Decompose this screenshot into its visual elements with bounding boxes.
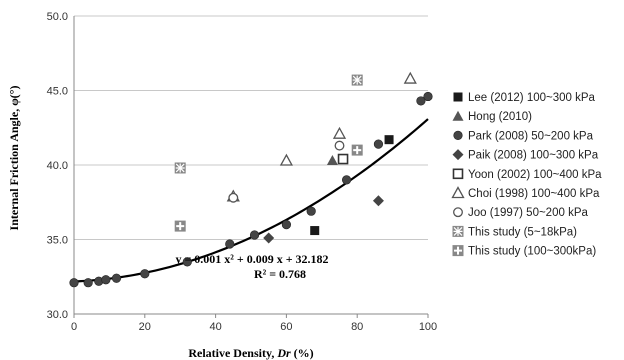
legend-label-3: Park (2008) 50~200 kPa [468,130,594,142]
data-point-series-4 [263,232,275,244]
legend: Lee (2012) 100~300 kPa Hong (2010) Park (2… [451,92,602,258]
x-axis-title-suffix: (%) [291,346,314,360]
x-tick-label: 80 [351,321,363,333]
legend-label-5: Yoon (2002) 100~400 kPa [468,169,602,181]
legend-marker-8 [452,225,464,237]
data-point-series-8 [351,74,363,86]
data-point-series-3 [182,257,192,267]
r2-label: R² = 0.768 [254,267,306,281]
data-point-series-7 [228,192,239,203]
data-point-series-3 [423,91,433,102]
data-point-series-3 [101,275,111,285]
data-point-series-3 [281,220,292,230]
legend-label-7: Joo (1997) 50~200 kPa [468,207,588,219]
legend-marker-9 [452,245,464,257]
data-point-series-4 [372,195,384,207]
x-axis-title-variable: Dr [276,346,291,360]
data-point-series-3 [69,278,79,288]
data-point-series-3 [83,278,93,288]
data-point-series-2 [326,155,338,166]
y-tick-label: 40.0 [47,160,68,172]
data-point-series-1 [310,226,320,236]
y-tick-label: 35.0 [47,235,68,247]
x-tick-label: 40 [209,321,221,333]
x-axis-title: Relative Density, Dr (%) [188,346,313,360]
legend-label-6: Choi (1998) 100~400 kPa [468,188,600,200]
legend-label-2: Hong (2010) [468,111,532,123]
x-tick-label: 60 [280,321,292,333]
tick-labels: 30.0 35.0 40.0 45.0 50.0 0 20 40 60 80 100 [47,11,438,333]
data-point-series-6 [403,71,417,84]
axes [73,16,429,318]
data-point-series-9 [351,144,363,156]
legend-label-9: This study (100~300kPa) [468,246,596,258]
x-axis-title-prefix: Relative Density, [188,346,277,360]
y-tick-label: 30.0 [47,309,68,321]
data-point-series-3 [225,239,235,249]
legend-label-4: Paik (2008) 100~300 kPa [468,150,599,162]
data-point-series-3 [373,139,384,149]
annotations: y = 0.001 x² + 0.009 x + 32.182 R² = 0.7… [175,252,328,281]
data-point-series-3 [249,230,260,240]
legend-marker-1 [453,92,463,102]
data-point-series-6 [332,126,347,139]
data-point-series-6 [279,153,293,166]
equation-label: y = 0.001 x² + 0.009 x + 32.182 [175,252,328,266]
legend-marker-7 [453,207,463,218]
data-point-series-3 [306,206,316,216]
data-point-series-3 [416,96,426,106]
x-tick-label: 100 [419,321,437,333]
legend-marker-5 [452,168,464,180]
data-point-series-7 [334,140,345,151]
x-tick-label: 0 [71,321,77,333]
legend-marker-4 [452,149,464,161]
data-point-series-5 [337,153,349,165]
legend-marker-3 [453,130,463,140]
data-point-series-8 [174,162,186,174]
y-tick-label: 45.0 [47,86,68,98]
data-point-series-9 [174,220,186,232]
legend-marker-6 [451,186,465,199]
gridlines [74,15,428,240]
y-tick-label: 50.0 [47,11,68,23]
data-point-series-1 [384,135,394,145]
legend-label-8: This study (5~18kPa) [468,226,577,238]
data-point-series-3 [111,273,122,283]
legend-label-1: Lee (2012) 100~300 kPa [468,92,596,104]
y-axis-title: Internal Friction Angle, φ(°) [7,86,21,231]
x-tick-label: 20 [139,321,151,333]
data-points [69,71,433,288]
legend-marker-2 [452,110,464,121]
data-point-series-3 [341,175,352,185]
data-point-series-3 [140,269,150,279]
